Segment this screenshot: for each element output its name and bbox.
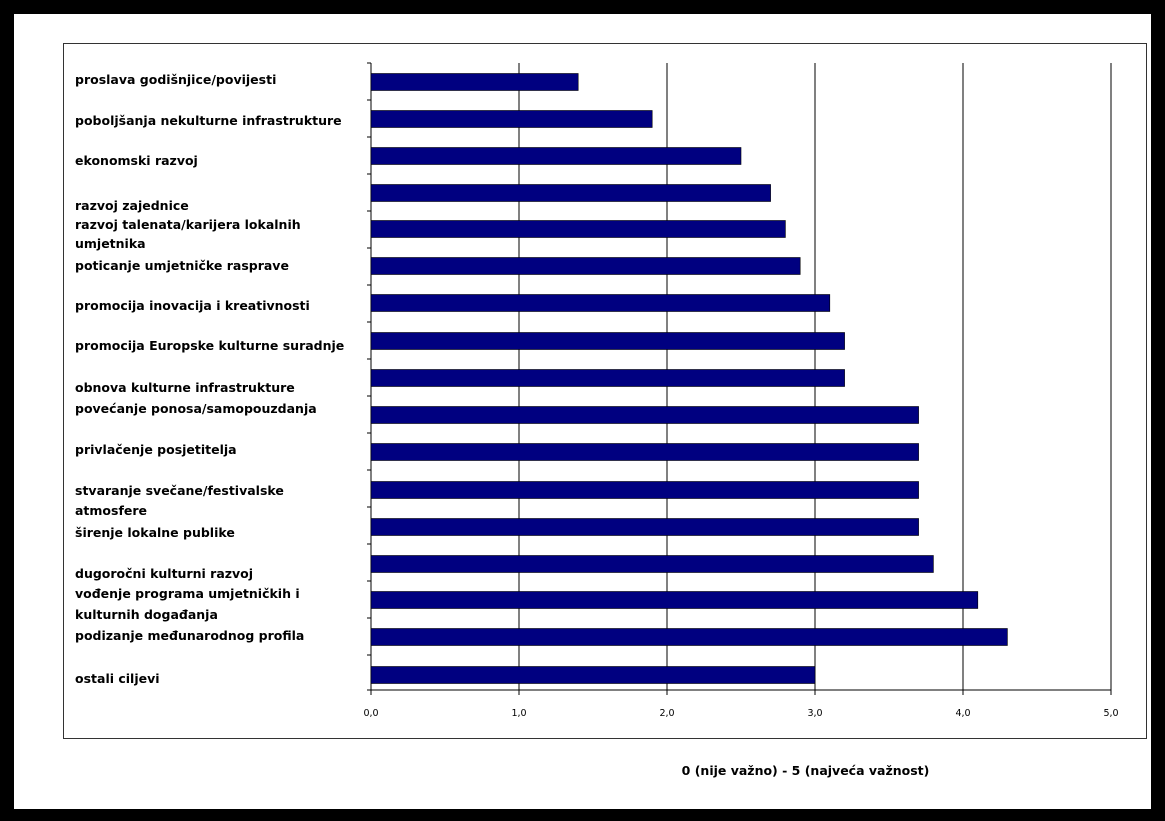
category-label: stvaranje svečane/festivalske atmosfere [75,483,284,518]
category-label-line: stvaranje svečane/festivalske [75,483,284,498]
bar [370,591,979,609]
category-label: poticanje umjetničke rasprave [75,258,289,273]
bar [370,666,816,684]
category-label: poboljšanja nekulturne infrastrukture [75,113,342,128]
bar [370,184,771,202]
category-label: širenje lokalne publike [75,525,235,540]
x-tick-label: 1,0 [511,708,526,719]
category-label: privlačenje posjetitelja [75,442,237,457]
x-tick-label: 4,0 [955,708,970,719]
bar [370,406,919,424]
category-label: proslava godišnjice/povijesti [75,72,276,87]
bar [370,481,919,499]
category-label: dugoročni kulturni razvoj [75,566,253,581]
category-label: podizanje međunarodnog profila [75,628,304,643]
x-tick-label: 0,0 [363,708,378,719]
bar [370,369,845,387]
x-tick-label: 3,0 [807,708,822,719]
category-label: obnova kulturne infrastrukture [75,380,295,395]
bar [370,555,934,573]
bar [370,147,742,165]
bar [370,220,786,238]
bar [370,294,831,312]
category-label: razvoj talenata/karijera lokalnih umjetni… [75,217,301,251]
category-label-line: kulturnih događanja [75,607,218,622]
category-label: ekonomski razvoj [75,153,198,168]
bar [370,332,845,350]
bar [370,73,579,91]
category-label: ostali ciljevi [75,671,160,686]
category-label: vođenje programa umjetničkih i kulturnih … [75,586,300,622]
bar [370,110,653,128]
category-label: promocija inovacija i kreativnosti [75,298,310,313]
bar [370,443,919,461]
x-axis-title: 0 (nije važno) - 5 (najveća važnost) [0,763,1165,778]
category-label: povećanje ponosa/samopouzdanja [75,401,317,416]
x-axis-title-text: 0 (nije važno) - 5 (najveća važnost) [681,763,930,778]
category-label-line: vođenje programa umjetničkih i [75,586,300,601]
x-tick-label: 2,0 [659,708,674,719]
bar [370,518,919,536]
category-label-line: umjetnika [75,236,146,251]
bar [370,257,801,275]
category-label-line: razvoj talenata/karijera lokalnih [75,217,301,232]
x-tick-label: 5,0 [1103,708,1118,719]
category-label: razvoj zajednice [75,198,189,213]
bar [370,628,1008,646]
category-label-line: atmosfere [75,503,147,518]
category-label: promocija Europske kulturne suradnje [75,338,344,353]
